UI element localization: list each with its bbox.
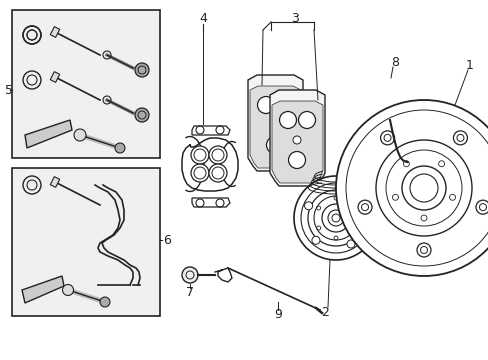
Text: 3: 3	[290, 12, 298, 24]
Circle shape	[401, 166, 445, 210]
Circle shape	[311, 236, 319, 244]
Text: 9: 9	[273, 309, 282, 321]
Circle shape	[334, 184, 343, 192]
Text: 2: 2	[321, 306, 328, 319]
Polygon shape	[249, 86, 301, 168]
Polygon shape	[50, 27, 60, 37]
Text: 5: 5	[5, 84, 13, 96]
Bar	[12, 168, 160, 316]
Text: 7: 7	[185, 285, 194, 298]
Circle shape	[276, 96, 293, 113]
Circle shape	[288, 152, 305, 168]
Circle shape	[135, 63, 149, 77]
Circle shape	[321, 204, 349, 232]
Circle shape	[293, 176, 377, 260]
Polygon shape	[271, 101, 323, 183]
Circle shape	[266, 136, 283, 153]
Circle shape	[257, 96, 274, 113]
Circle shape	[115, 143, 125, 153]
Circle shape	[191, 146, 208, 164]
Circle shape	[346, 240, 354, 248]
Circle shape	[270, 121, 279, 129]
Polygon shape	[269, 90, 325, 186]
Circle shape	[375, 140, 471, 236]
Circle shape	[62, 284, 73, 296]
Circle shape	[279, 112, 296, 129]
Polygon shape	[22, 276, 64, 303]
Polygon shape	[50, 177, 60, 187]
Circle shape	[475, 200, 488, 214]
Circle shape	[191, 164, 208, 182]
Polygon shape	[50, 72, 60, 82]
Text: 8: 8	[390, 55, 398, 68]
Text: 4: 4	[199, 12, 206, 24]
Bar	[12, 10, 160, 158]
Circle shape	[307, 190, 363, 246]
Polygon shape	[25, 120, 72, 148]
Circle shape	[208, 164, 226, 182]
Circle shape	[357, 200, 371, 214]
Circle shape	[208, 146, 226, 164]
Circle shape	[292, 136, 301, 144]
Circle shape	[335, 100, 488, 276]
Circle shape	[74, 129, 86, 141]
Circle shape	[416, 243, 430, 257]
Circle shape	[304, 202, 312, 210]
Polygon shape	[247, 75, 303, 171]
Text: 6: 6	[163, 234, 170, 247]
Circle shape	[361, 208, 368, 216]
Circle shape	[298, 112, 315, 129]
Circle shape	[135, 108, 149, 122]
Circle shape	[452, 131, 467, 145]
Circle shape	[182, 267, 198, 283]
Circle shape	[380, 131, 394, 145]
Text: 1: 1	[465, 59, 473, 72]
Circle shape	[100, 297, 110, 307]
